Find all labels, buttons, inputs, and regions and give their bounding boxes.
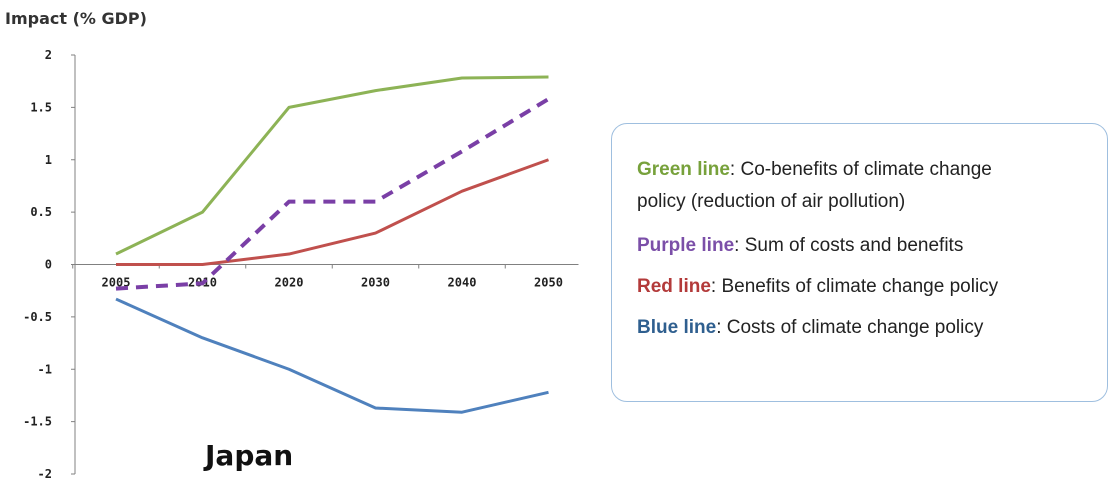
legend-text-red: : Benefits of climate change policy bbox=[710, 276, 999, 297]
x-tick-label: 2005 bbox=[102, 276, 131, 290]
series-line-green bbox=[115, 75, 549, 256]
series-line-purple bbox=[115, 97, 550, 291]
legend-text-purple: : Sum of costs and benefits bbox=[734, 235, 964, 256]
legend-item-purple: Purple line: Sum of costs and benefits bbox=[637, 230, 963, 262]
y-tick-label: 1.5 bbox=[30, 100, 52, 114]
series-line-red bbox=[116, 158, 550, 266]
region-annotation: Japan bbox=[203, 439, 293, 472]
y-tick-label: -1.5 bbox=[23, 415, 52, 429]
legend-item-green: Green line: Co-benefits of climate chang… bbox=[637, 154, 992, 218]
legend-text-green-2: policy (reduction of air pollution) bbox=[637, 191, 906, 212]
x-tick-label: 2040 bbox=[448, 276, 477, 290]
legend-item-red: Red line: Benefits of climate change pol… bbox=[637, 271, 998, 303]
series-line-blue bbox=[115, 297, 549, 414]
legend-key-red: Red line bbox=[637, 276, 711, 297]
x-tick-label: 2030 bbox=[361, 276, 390, 290]
legend-key-blue: Blue line bbox=[637, 317, 717, 338]
y-tick-label: -1 bbox=[38, 362, 52, 376]
y-axis-label: Impact (% GDP) bbox=[5, 9, 147, 28]
legend-text-green: : Co-benefits of climate change bbox=[729, 159, 992, 180]
line-chart: Impact (% GDP) 2 1.5 1 0.5 0 -0.5 -1 -1.5 -2 200… bbox=[5, 9, 579, 481]
legend-key-purple: Purple line bbox=[637, 235, 735, 256]
legend-key-green: Green line bbox=[637, 159, 730, 180]
y-ticks: 2 1.5 1 0.5 0 -0.5 -1 -1.5 -2 bbox=[23, 48, 75, 481]
y-tick-label: 1 bbox=[45, 153, 52, 167]
legend-item-blue: Blue line: Costs of climate change polic… bbox=[637, 312, 983, 344]
y-tick-label: 0 bbox=[45, 258, 52, 272]
y-tick-label: 2 bbox=[45, 48, 52, 62]
y-tick-label: -0.5 bbox=[23, 310, 52, 324]
y-tick-label: 0.5 bbox=[30, 205, 52, 219]
legend-text-blue: : Costs of climate change policy bbox=[716, 317, 984, 338]
x-ticks: 2005 2010 2020 2030 2040 2050 bbox=[72, 264, 563, 290]
series-lines bbox=[115, 75, 550, 414]
x-tick-label: 2020 bbox=[275, 276, 304, 290]
x-tick-label: 2050 bbox=[534, 276, 563, 290]
legend-box: Green line: Co-benefits of climate chang… bbox=[611, 123, 1108, 402]
y-tick-label: -2 bbox=[38, 467, 52, 481]
